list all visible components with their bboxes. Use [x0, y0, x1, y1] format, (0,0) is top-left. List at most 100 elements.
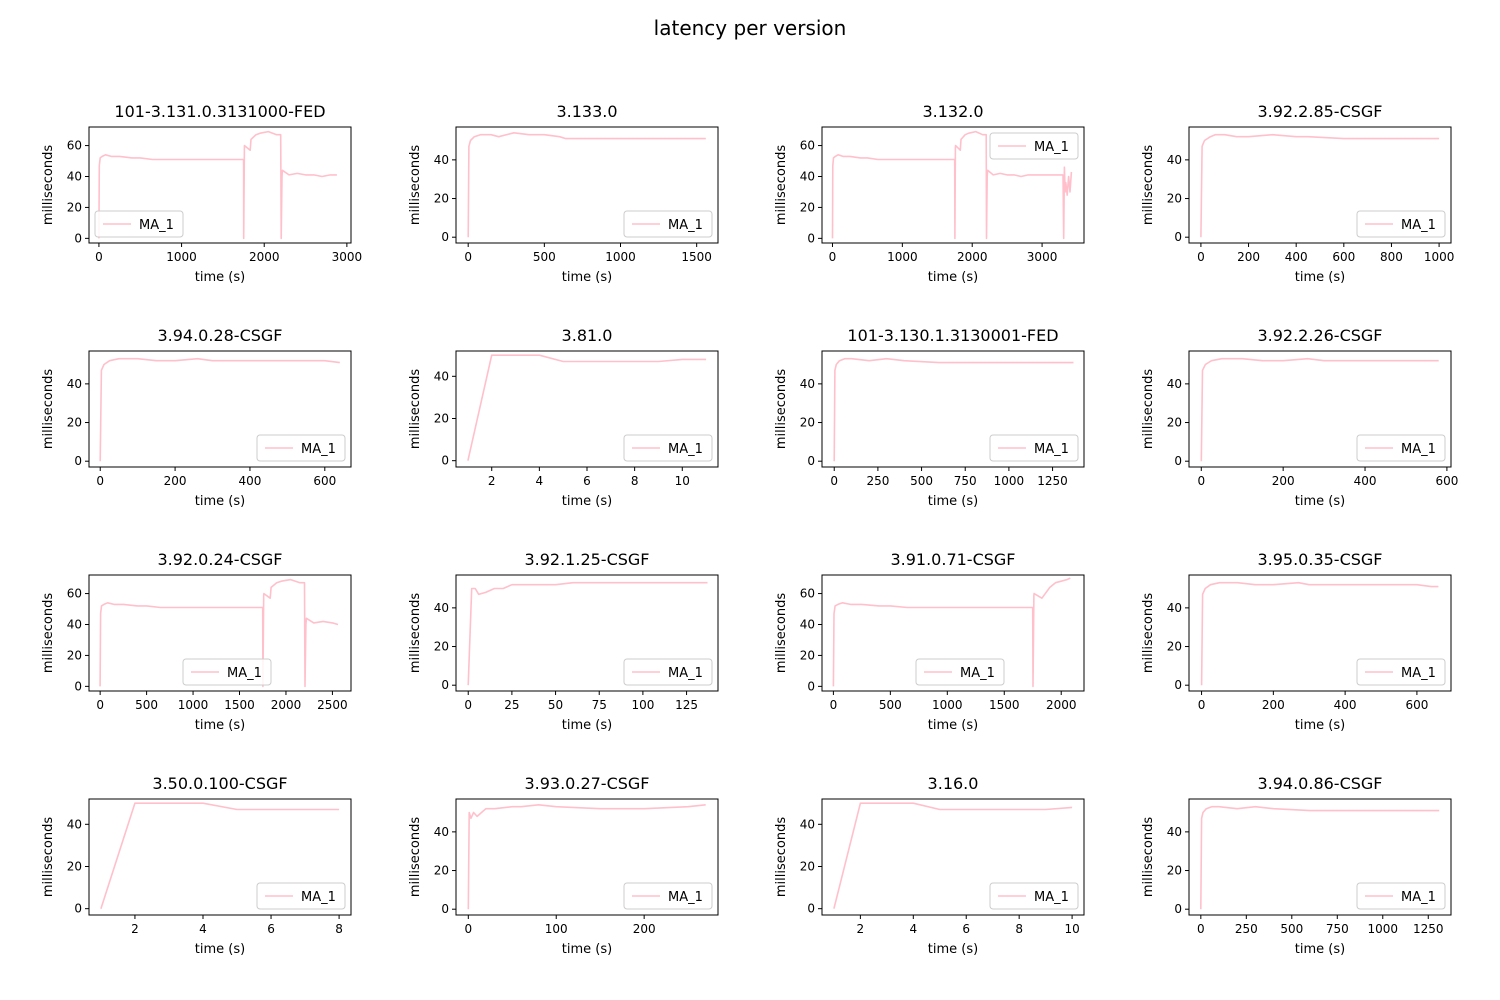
axes-frame [821, 350, 1085, 468]
y-axis-label: milliseconds [408, 369, 423, 449]
axes-frame [88, 350, 352, 468]
x-tick-label: 400 [238, 474, 261, 488]
y-axis-label: milliseconds [41, 145, 56, 225]
x-axis-label: time (s) [562, 270, 612, 285]
axes-frame [1188, 798, 1452, 916]
subplot-15: 3.16.0 2 4 6 8 10 0 20 40 time (s) milliseconds MA_… [774, 774, 1085, 957]
series-line-MA_1 [1200, 357, 1439, 462]
axes-frame [821, 798, 1085, 916]
y-tick-label: 40 [800, 377, 815, 391]
y-tick-label: 0 [807, 231, 815, 245]
x-tick-label: 1000 [605, 250, 636, 264]
x-tick-label: 1500 [989, 698, 1020, 712]
series-line-MA_1 [1200, 805, 1440, 910]
legend-box [989, 882, 1079, 910]
y-tick-label: 40 [1167, 825, 1182, 839]
x-axis-label: time (s) [195, 718, 245, 733]
legend-label: MA_1 [668, 442, 703, 457]
subplot-16: 3.94.0.86-CSGF 0 250 500 750 1000 1250 0 20 40 tim… [1141, 774, 1452, 957]
y-tick-label: 0 [74, 231, 82, 245]
legend-label: MA_1 [668, 666, 703, 681]
x-tick-label: 75 [592, 698, 607, 712]
y-axis-label: milliseconds [408, 593, 423, 673]
legend-label: MA_1 [1034, 890, 1069, 905]
x-tick-label: 2 [131, 922, 139, 936]
x-tick-label: 500 [879, 698, 902, 712]
x-axis-label: time (s) [928, 270, 978, 285]
x-axis-label: time (s) [1295, 270, 1345, 285]
x-tick-label: 1250 [1037, 474, 1068, 488]
subplot-12: 3.95.0.35-CSGF 0 200 400 600 0 20 40 time (s) mil… [1141, 550, 1452, 733]
legend-label: MA_1 [668, 890, 703, 905]
x-tick-label: 0 [1197, 250, 1205, 264]
legend-box [94, 210, 184, 238]
y-axis-label: milliseconds [774, 369, 789, 449]
y-tick-label: 40 [1167, 153, 1182, 167]
x-tick-label: 25 [504, 698, 519, 712]
x-tick-label: 8 [335, 922, 343, 936]
x-tick-label: 100 [545, 922, 568, 936]
subplot-7: 101-3.130.1.3130001-FED 0 250 500 750 1000 125… [774, 326, 1085, 509]
series-line-MA_1 [833, 802, 1073, 909]
y-tick-label: 0 [441, 678, 449, 692]
x-tick-label: 400 [1334, 698, 1357, 712]
x-tick-label: 500 [910, 474, 933, 488]
axes-frame [821, 126, 1085, 244]
x-tick-label: 500 [533, 250, 556, 264]
subplot-title: 3.81.0 [562, 326, 613, 345]
legend: MA_1 [182, 658, 272, 686]
legend: MA_1 [1356, 882, 1446, 910]
series-line-MA_1 [467, 354, 707, 461]
y-tick-label: 40 [67, 817, 82, 831]
y-tick-label: 40 [800, 169, 815, 183]
x-tick-label: 6 [962, 922, 970, 936]
axes-frame [88, 574, 352, 692]
y-tick-label: 20 [800, 859, 815, 873]
x-tick-label: 200 [1237, 250, 1260, 264]
x-tick-label: 400 [1285, 250, 1308, 264]
x-tick-label: 600 [313, 474, 336, 488]
x-tick-label: 0 [96, 474, 104, 488]
x-tick-label: 200 [1272, 474, 1295, 488]
x-tick-label: 200 [633, 922, 656, 936]
legend: MA_1 [1356, 658, 1446, 686]
x-tick-label: 600 [1435, 474, 1458, 488]
legend-box [1356, 434, 1446, 462]
series-line-MA_1 [831, 130, 1073, 240]
subplot-6: 3.81.0 2 4 6 8 10 0 20 40 time (s) milliseconds MA_… [408, 326, 719, 509]
series-line-MA_1 [1200, 133, 1440, 238]
legend: MA_1 [623, 882, 713, 910]
x-tick-label: 0 [830, 474, 838, 488]
x-tick-label: 3000 [332, 250, 363, 264]
x-axis-label: time (s) [1295, 942, 1345, 957]
subplot-1: 101-3.131.0.3131000-FED 0 1000 2000 3000 0 20 4… [41, 102, 362, 285]
x-tick-label: 500 [1280, 922, 1303, 936]
figure-title: latency per version [654, 16, 847, 40]
x-tick-label: 1000 [178, 698, 209, 712]
legend-label: MA_1 [1401, 442, 1436, 457]
subplot-title: 3.16.0 [928, 774, 979, 793]
series-line-MA_1 [1200, 581, 1439, 686]
x-tick-label: 8 [1015, 922, 1023, 936]
x-tick-label: 50 [548, 698, 563, 712]
y-tick-label: 20 [67, 200, 82, 214]
legend: MA_1 [623, 658, 713, 686]
axes-frame [88, 798, 352, 916]
legend-label: MA_1 [668, 218, 703, 233]
y-axis-label: milliseconds [408, 817, 423, 897]
legend-box [256, 882, 346, 910]
y-axis-label: milliseconds [1141, 593, 1156, 673]
y-tick-label: 40 [1167, 377, 1182, 391]
y-tick-label: 40 [434, 601, 449, 615]
y-axis-label: milliseconds [774, 817, 789, 897]
legend-box [623, 434, 713, 462]
legend-label: MA_1 [301, 442, 336, 457]
y-axis-label: milliseconds [774, 145, 789, 225]
x-tick-label: 3000 [1027, 250, 1058, 264]
legend-box [989, 132, 1079, 160]
series-line-MA_1 [467, 581, 708, 686]
y-axis-label: milliseconds [1141, 817, 1156, 897]
axes-frame [455, 126, 719, 244]
x-axis-label: time (s) [562, 718, 612, 733]
